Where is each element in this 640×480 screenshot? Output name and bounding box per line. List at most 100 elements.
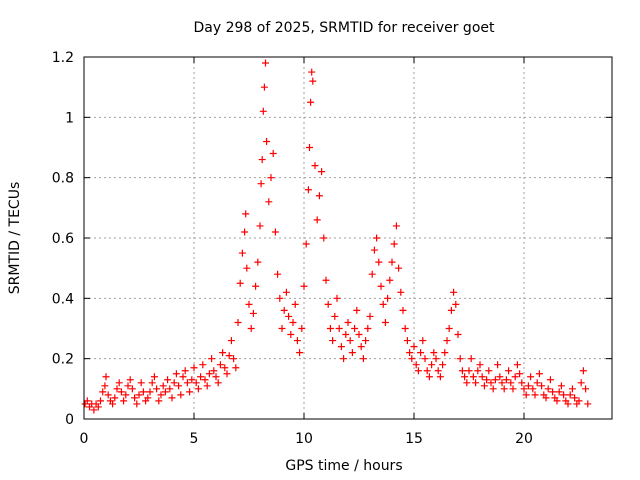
data-point (124, 382, 132, 390)
data-point (379, 300, 387, 308)
data-point (366, 312, 374, 320)
data-point (476, 361, 484, 369)
data-point (313, 216, 321, 224)
data-point (256, 222, 264, 230)
data-point (135, 391, 143, 399)
data-point (192, 379, 200, 387)
data-point (542, 394, 550, 402)
data-point (90, 406, 98, 414)
data-point (368, 270, 376, 278)
data-point (373, 234, 381, 242)
data-point (419, 337, 427, 345)
data-point (518, 379, 526, 387)
data-point (153, 385, 161, 393)
y-tick-label: 0.8 (52, 171, 74, 187)
data-point (322, 276, 330, 284)
data-point (553, 397, 561, 405)
data-point (115, 379, 123, 387)
data-point (101, 382, 109, 390)
data-point (395, 264, 403, 272)
data-point (181, 367, 189, 375)
data-point (443, 337, 451, 345)
data-point (566, 391, 574, 399)
x-tick-label: 10 (295, 431, 313, 447)
data-point (403, 337, 411, 345)
data-point (177, 391, 185, 399)
data-point (463, 379, 471, 387)
data-point (157, 391, 165, 399)
data-point (577, 379, 585, 387)
data-point (456, 355, 464, 363)
data-points (81, 59, 592, 414)
x-tick-label: 5 (190, 431, 199, 447)
data-point (384, 294, 392, 302)
data-point (262, 59, 269, 67)
data-point (386, 276, 394, 284)
data-point (377, 282, 385, 290)
data-point (436, 373, 444, 381)
data-point (478, 373, 486, 381)
data-point (362, 337, 370, 345)
data-point (575, 397, 583, 405)
data-point (219, 349, 227, 357)
data-point (249, 309, 257, 317)
data-point (439, 361, 447, 369)
data-point (357, 343, 365, 351)
data-point (579, 367, 587, 375)
data-point (502, 376, 510, 384)
data-point (584, 400, 592, 408)
data-point (491, 376, 499, 384)
data-point (450, 288, 458, 296)
data-point (483, 376, 491, 384)
data-point (337, 343, 345, 351)
data-point (381, 318, 389, 326)
data-point (260, 83, 268, 91)
data-point (544, 385, 552, 393)
data-point (568, 385, 576, 393)
plot-frame (83, 56, 613, 420)
data-point (210, 367, 218, 375)
data-point (243, 264, 251, 272)
data-point (199, 361, 207, 369)
data-point (452, 300, 460, 308)
data-point (480, 382, 488, 390)
data-point (238, 249, 246, 257)
data-point (161, 388, 169, 396)
data-point (458, 367, 466, 375)
data-point (414, 367, 422, 375)
data-point (355, 331, 363, 339)
data-point (465, 367, 473, 375)
data-point (329, 337, 337, 345)
data-point (271, 228, 279, 236)
data-point (201, 376, 209, 384)
data-point (236, 279, 244, 287)
data-point (485, 367, 493, 375)
data-point (335, 325, 343, 332)
data-point (408, 355, 416, 363)
data-point (137, 379, 145, 387)
data-point (300, 282, 308, 290)
data-point (308, 68, 316, 76)
data-point (461, 373, 469, 381)
data-point (144, 394, 152, 402)
data-point (529, 385, 537, 393)
data-point (203, 382, 211, 390)
data-point (388, 258, 396, 266)
data-point (221, 364, 229, 372)
data-point (159, 382, 167, 390)
data-point (186, 388, 194, 396)
data-point (291, 300, 299, 308)
data-point (104, 391, 112, 399)
data-point (146, 388, 154, 396)
data-point (359, 355, 367, 363)
data-point (208, 355, 216, 363)
data-point (230, 355, 238, 363)
data-point (348, 349, 356, 357)
data-point (546, 376, 554, 384)
data-point (425, 373, 433, 381)
data-point (533, 379, 541, 387)
y-tick-label: 0.4 (52, 291, 74, 307)
data-point (94, 403, 102, 411)
data-point (179, 373, 187, 381)
